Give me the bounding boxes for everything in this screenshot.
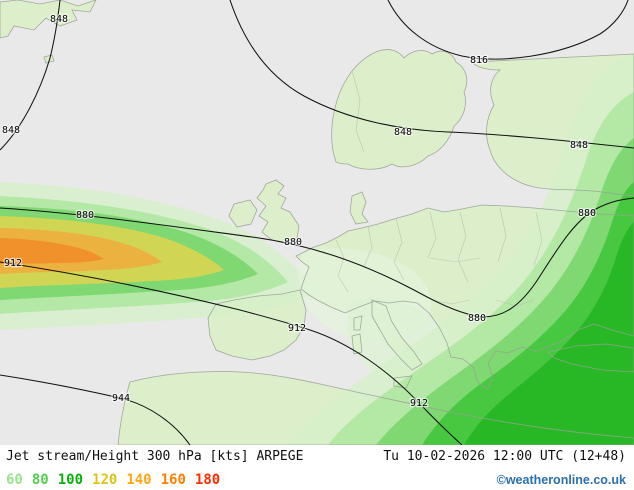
contour-816 bbox=[387, 0, 629, 60]
copyright: ©weatheronline.co.uk bbox=[496, 472, 626, 487]
country-borders bbox=[335, 69, 543, 307]
jet-band-atlantic bbox=[0, 182, 316, 330]
contour-label: 880 bbox=[468, 313, 486, 324]
legend-value-120: 120 bbox=[92, 471, 118, 488]
contour-label: 848 bbox=[2, 125, 20, 136]
legend-value-80: 80 bbox=[31, 471, 49, 488]
weather-map: 848 848 816 848 848 880 880 880 912 880 912 944 912 bbox=[0, 0, 634, 445]
valid-time: Tu 10-02-2026 12:00 UTC (12+48) bbox=[383, 449, 626, 464]
contour-848-east bbox=[229, 0, 634, 149]
jet-atlantic-150kts-core bbox=[0, 238, 104, 264]
contour-880 bbox=[0, 197, 634, 318]
contour-label: 816 bbox=[470, 55, 488, 66]
footer: Jet stream/Height 300 hPa [kts] ARPEGE T… bbox=[0, 445, 634, 490]
contour-label: 848 bbox=[570, 140, 588, 151]
height-contours bbox=[0, 0, 634, 445]
footer-title-row: Jet stream/Height 300 hPa [kts] ARPEGE T… bbox=[6, 447, 626, 467]
legend-value-100: 100 bbox=[57, 471, 84, 488]
contour-848-west bbox=[0, 0, 61, 151]
legend-scale: 60 80 100 120 140 160 180 bbox=[6, 467, 229, 490]
legend-value-140: 140 bbox=[126, 471, 152, 488]
contour-label: 912 bbox=[4, 258, 22, 269]
legend-value-160: 160 bbox=[160, 471, 186, 488]
contour-944 bbox=[0, 374, 191, 445]
contour-label: 912 bbox=[410, 398, 428, 409]
contour-label: 880 bbox=[578, 208, 596, 219]
jet-se-120kts-core bbox=[464, 222, 634, 445]
contour-label: 848 bbox=[50, 14, 68, 25]
legend-value-180: 180 bbox=[194, 471, 221, 488]
contour-label: 848 bbox=[394, 127, 412, 138]
contour-label: 912 bbox=[288, 323, 306, 334]
footer-legend-row: 60 80 100 120 140 160 180 ©weatheronline.co.uk bbox=[6, 467, 626, 490]
contour-label: 944 bbox=[112, 393, 130, 404]
contour-label: 880 bbox=[76, 210, 94, 221]
product-title: Jet stream/Height 300 hPa [kts] ARPEGE bbox=[6, 449, 304, 464]
contour-912 bbox=[0, 261, 463, 445]
legend-value-60: 60 bbox=[6, 471, 23, 488]
contour-label: 880 bbox=[284, 237, 302, 248]
contour-labels: 848 848 816 848 848 880 880 880 912 880 912 944 912 bbox=[1, 13, 597, 410]
